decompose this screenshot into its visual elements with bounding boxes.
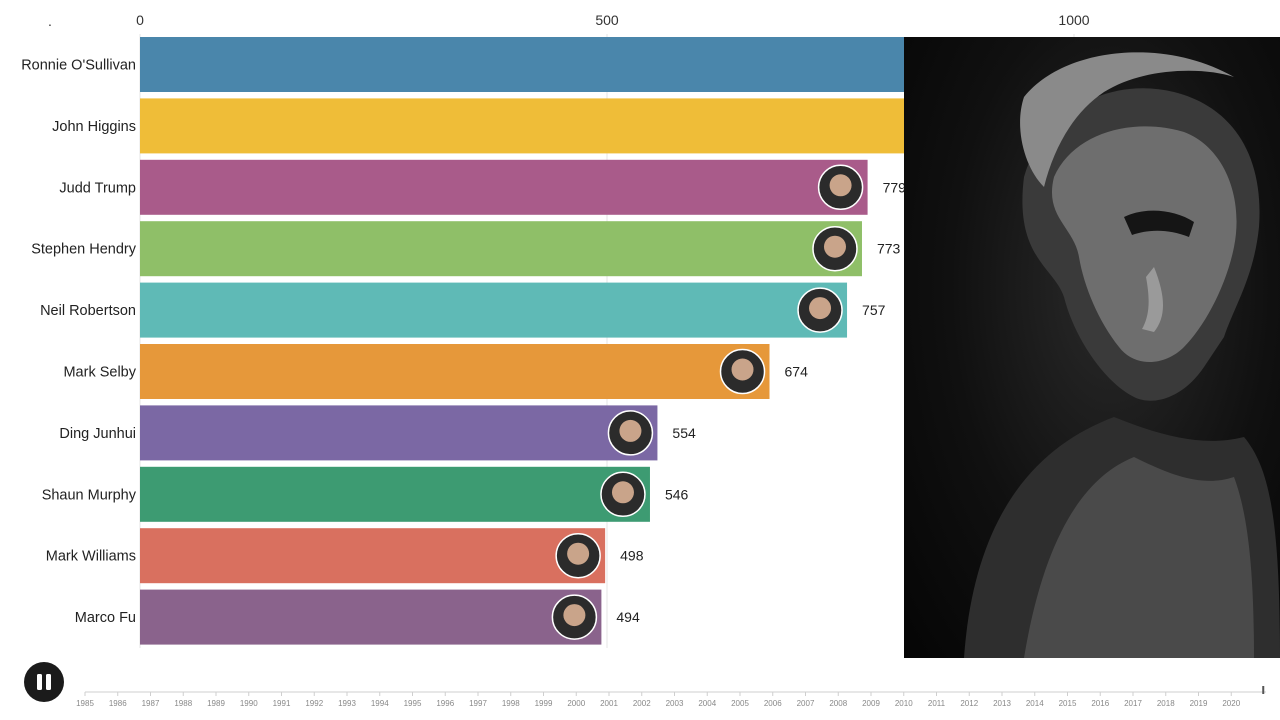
year-label[interactable]: 1986: [109, 699, 127, 708]
year-label[interactable]: 2001: [600, 699, 618, 708]
year-label[interactable]: 2010: [895, 699, 913, 708]
category-label: Neil Robertson: [40, 303, 136, 319]
year-label[interactable]: 2012: [960, 699, 978, 708]
year-label[interactable]: 2013: [993, 699, 1011, 708]
category-label: Ronnie O'Sullivan: [21, 58, 136, 74]
avatar-face: [823, 235, 846, 258]
bar: [140, 98, 1018, 154]
year-label[interactable]: 2015: [1059, 699, 1077, 708]
avatar-face: [611, 481, 634, 504]
bar: [140, 589, 602, 645]
category-label: Shaun Murphy: [42, 487, 137, 503]
year-label[interactable]: 1992: [305, 699, 323, 708]
year-label[interactable]: 1993: [338, 699, 356, 708]
value-label: 674: [785, 364, 809, 380]
bar: [140, 466, 650, 522]
year-label[interactable]: 2020: [1222, 699, 1240, 708]
bar: [140, 221, 862, 277]
category-label: Stephen Hendry: [31, 242, 137, 258]
year-label[interactable]: 2000: [567, 699, 585, 708]
avatar-face: [563, 604, 586, 627]
value-label: 757: [862, 302, 886, 318]
value-label: 773: [877, 241, 901, 257]
bar: [140, 528, 606, 584]
year-label[interactable]: 2014: [1026, 699, 1044, 708]
year-label[interactable]: 2004: [698, 699, 716, 708]
x-tick-label: 0: [136, 12, 144, 28]
bar: [140, 282, 848, 338]
pause-icon: [37, 674, 42, 690]
category-label: Ding Junhui: [59, 426, 136, 442]
year-label[interactable]: 1988: [174, 699, 192, 708]
x-tick-label: 500: [595, 12, 619, 28]
year-label[interactable]: 1990: [240, 699, 258, 708]
year-label[interactable]: 2002: [633, 699, 651, 708]
year-label[interactable]: 1999: [535, 699, 553, 708]
category-label: Mark Williams: [46, 549, 136, 565]
year-label[interactable]: 2011: [928, 699, 946, 708]
pause-icon-bar: [46, 674, 51, 690]
year-label[interactable]: 2008: [829, 699, 847, 708]
year-label[interactable]: 1998: [502, 699, 520, 708]
year-label[interactable]: 2016: [1091, 699, 1109, 708]
year-label[interactable]: 2005: [731, 699, 749, 708]
avatar-face: [809, 297, 832, 320]
year-timeline[interactable]: 1985 1986 1987 1988 1989 1990 1991 1992 1993 1994…: [76, 686, 1266, 708]
avatar-face: [731, 358, 754, 381]
year-label[interactable]: 2017: [1124, 699, 1142, 708]
value-label: 779: [883, 179, 907, 195]
category-label: Mark Selby: [63, 365, 136, 381]
year-label[interactable]: 1996: [436, 699, 454, 708]
avatar-face: [567, 542, 590, 565]
timeline-handle[interactable]: [1262, 686, 1265, 694]
value-label: 554: [672, 425, 696, 441]
pause-button[interactable]: [24, 662, 64, 702]
avatar-face: [619, 419, 642, 442]
bar: [140, 159, 868, 215]
corner-mark: .: [48, 13, 52, 29]
bar: [140, 344, 770, 399]
portrait-silhouette: [964, 52, 1280, 658]
category-label: Marco Fu: [75, 610, 136, 626]
year-label[interactable]: 1989: [207, 699, 225, 708]
category-label: John Higgins: [52, 119, 136, 135]
year-label[interactable]: 1995: [404, 699, 422, 708]
year-label[interactable]: 1991: [273, 699, 291, 708]
value-label: 494: [616, 609, 640, 625]
value-label: 498: [620, 548, 644, 564]
year-label[interactable]: 2019: [1190, 699, 1208, 708]
year-label[interactable]: 2018: [1157, 699, 1175, 708]
year-label[interactable]: 2009: [862, 699, 880, 708]
value-label: 546: [665, 486, 689, 502]
category-label: Judd Trump: [59, 180, 136, 196]
year-label[interactable]: 1987: [142, 699, 160, 708]
bar: [140, 405, 658, 461]
x-axis-ticks: 0 500 1000: [136, 12, 1090, 28]
year-label[interactable]: 2003: [666, 699, 684, 708]
portrait-image: [904, 37, 1280, 658]
year-label[interactable]: 2007: [797, 699, 815, 708]
year-label[interactable]: 2006: [764, 699, 782, 708]
year-label[interactable]: 1997: [469, 699, 487, 708]
year-label[interactable]: 1994: [371, 699, 389, 708]
x-tick-label: 1000: [1058, 12, 1089, 28]
year-label[interactable]: 1985: [76, 699, 94, 708]
avatar-face: [829, 174, 852, 197]
